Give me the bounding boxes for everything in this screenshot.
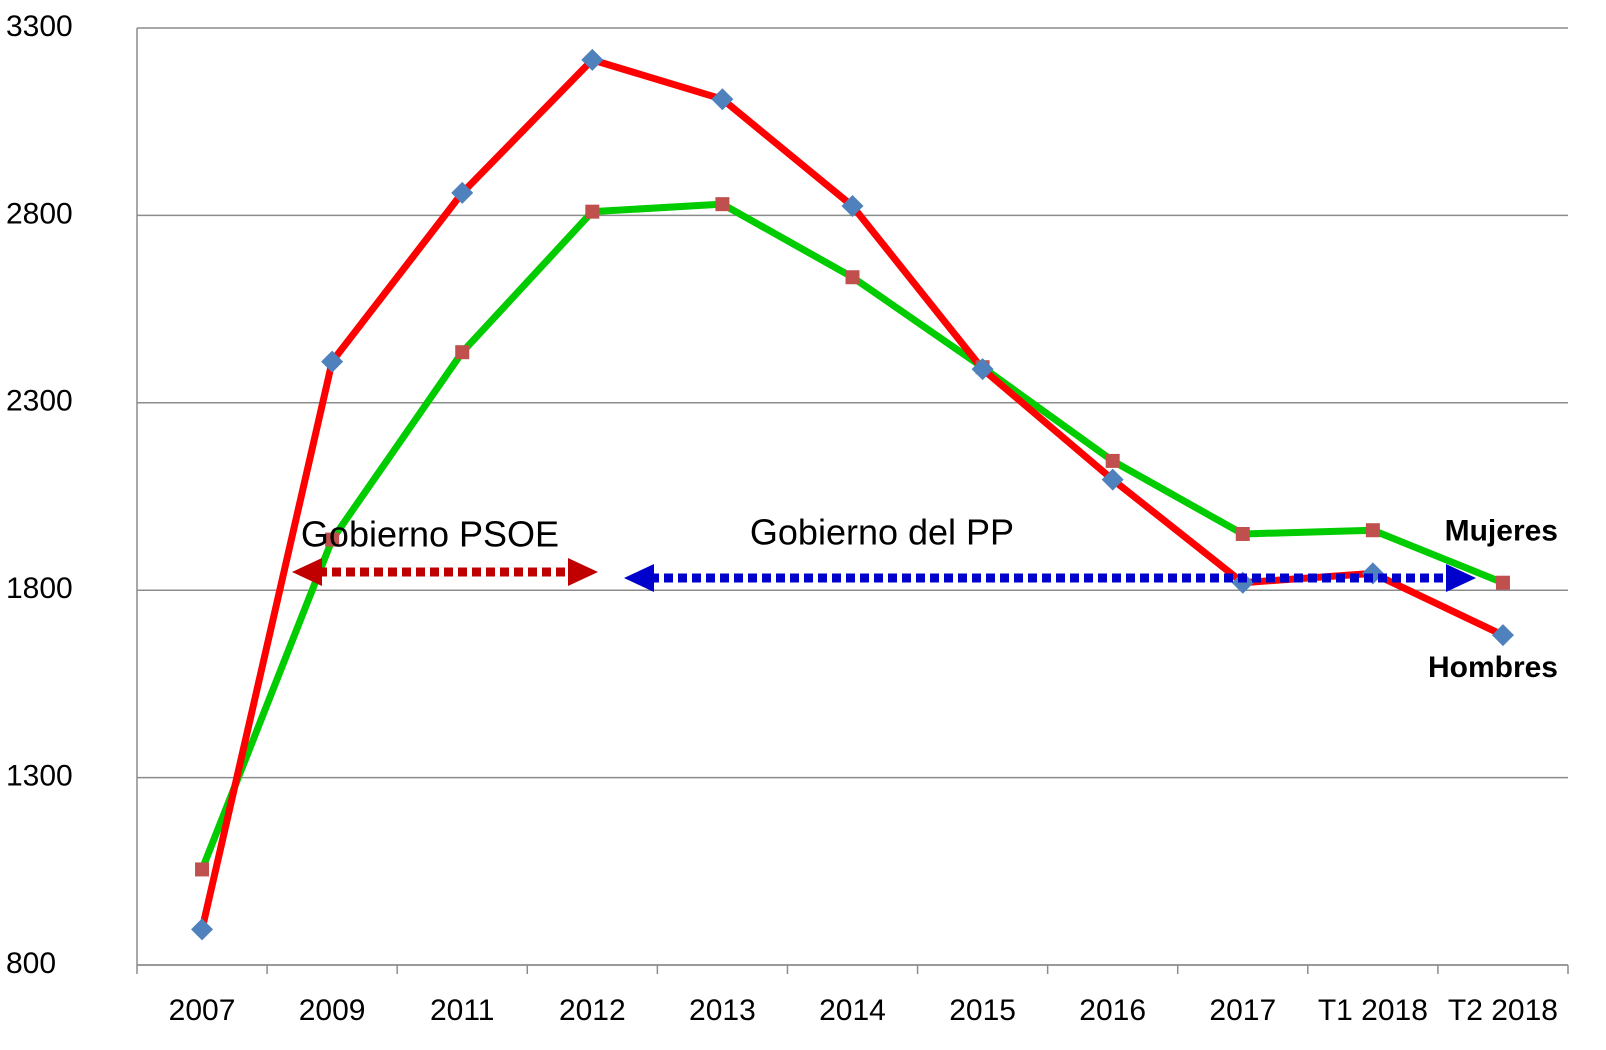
marker: [841, 195, 864, 218]
marker: [971, 358, 994, 381]
x-tick-label: 2007: [169, 994, 236, 1027]
series-label: Hombres: [1428, 651, 1558, 684]
y-tick-label: 800: [6, 947, 56, 980]
arrow-head: [1446, 564, 1476, 592]
y-tick-label: 1300: [6, 760, 73, 793]
psoe-arrow: [292, 558, 598, 586]
marker: [711, 88, 734, 111]
marker: [325, 532, 340, 547]
y-tick-label: 3300: [6, 10, 73, 43]
marker: [581, 48, 604, 71]
y-tick-label: 2300: [6, 385, 73, 418]
marker: [845, 270, 860, 285]
x-tick-label: T2 2018: [1448, 994, 1558, 1027]
x-tick-label: 2015: [949, 994, 1016, 1027]
x-tick-label: T1 2018: [1318, 994, 1428, 1027]
x-tick-label: 2013: [689, 994, 756, 1027]
annotation: Gobierno PSOE: [301, 514, 559, 555]
marker: [451, 181, 474, 204]
x-tick-label: 2012: [559, 994, 626, 1027]
arrow-head: [292, 558, 322, 586]
series-group: [191, 48, 1514, 941]
annotation: Gobierno del PP: [750, 512, 1014, 553]
arrow-head: [568, 558, 598, 586]
marker: [1235, 526, 1250, 541]
marker: [321, 350, 344, 373]
marker: [1491, 624, 1514, 647]
y-tick-label: 2800: [6, 197, 73, 230]
marker: [585, 204, 600, 219]
marker: [1231, 571, 1254, 594]
series-line: [198, 56, 1505, 931]
x-tick-label: 2017: [1209, 994, 1276, 1027]
marker: [1105, 453, 1120, 468]
x-tick-label: 2016: [1079, 994, 1146, 1027]
marker: [1101, 468, 1124, 491]
marker: [715, 197, 730, 212]
x-tick-label: 2014: [819, 994, 886, 1027]
marker: [195, 862, 210, 877]
series-label: Mujeres: [1445, 515, 1558, 548]
x-tick-label: 2011: [430, 994, 495, 1027]
marker: [455, 345, 470, 360]
pp-arrow: [624, 564, 1476, 592]
grid: [136, 27, 1569, 974]
marker: [1495, 575, 1510, 590]
arrow-head: [624, 564, 654, 592]
marker: [1365, 523, 1380, 538]
marker: [191, 918, 214, 941]
x-tick-label: 2009: [299, 994, 366, 1027]
y-tick-label: 1800: [6, 572, 73, 605]
